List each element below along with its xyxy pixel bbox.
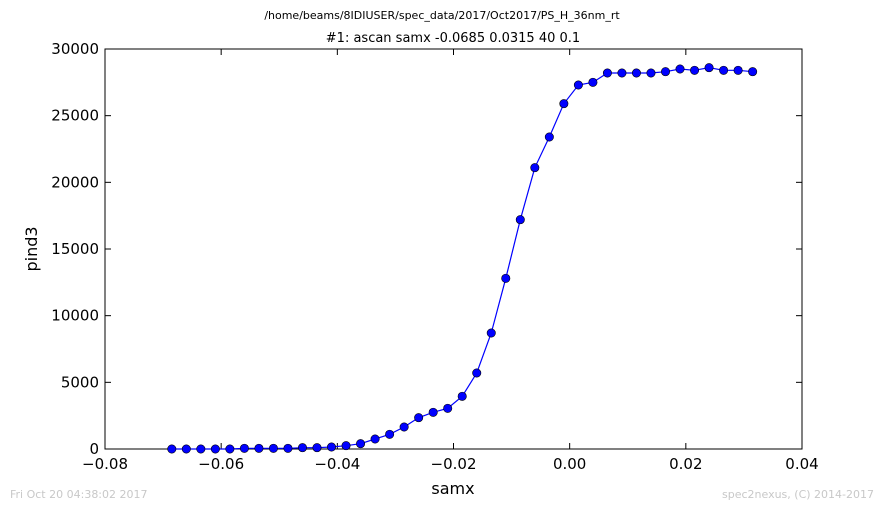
plot-frame [104,48,803,450]
data-point [210,444,220,454]
x-tick-label: 0.04 [785,455,818,473]
y-axis-label: pind3 [22,226,41,271]
data-point [559,99,569,109]
y-tick-label: 30000 [51,40,99,58]
data-point [501,273,511,283]
data-point [196,444,206,454]
x-tick-label: 0.02 [669,455,702,473]
x-axis-label: samx [431,479,474,498]
data-point [690,65,700,75]
data-point [254,443,264,453]
data-point [617,68,627,78]
x-tick-label: 0.00 [553,455,586,473]
data-point [646,68,656,78]
data-point [704,63,714,73]
data-point [225,444,235,454]
data-point [602,68,612,78]
data-point [748,67,758,77]
y-tick-label: 15000 [51,240,99,258]
data-point [544,132,554,142]
y-tick-label: 20000 [51,173,99,191]
data-point [239,443,249,453]
data-point [631,68,641,78]
data-point [733,65,743,75]
data-point [719,65,729,75]
chart-title: #1: ascan samx -0.0685 0.0315 40 0.1 [326,31,580,46]
data-point [530,163,540,173]
data-point [283,443,293,453]
data-point [370,434,380,444]
data-point [312,443,322,453]
data-point [399,422,409,432]
data-point [661,67,671,77]
data-point [181,444,191,454]
data-point [385,429,395,439]
data-point [356,439,366,449]
data-point [486,328,496,338]
footer-credit: spec2nexus, (C) 2014-2017 [722,488,874,501]
data-point [472,368,482,378]
x-tick-label: −0.02 [431,455,477,473]
series-line [171,67,753,450]
footer-timestamp: Fri Oct 20 04:38:02 2017 [10,488,148,501]
data-point [341,441,351,451]
x-tick-label: −0.04 [314,455,360,473]
data-point [268,443,278,453]
data-point [573,80,583,90]
file-path-header: /home/beams/8IDIUSER/spec_data/2017/Oct2… [264,9,620,22]
data-point [588,77,598,87]
data-point [297,443,307,453]
y-tick-label: 10000 [51,307,99,325]
data-point [428,407,438,417]
series-layer [167,63,758,454]
data-point [515,215,525,225]
data-point [443,403,453,413]
y-tick-label: 5000 [61,373,99,391]
data-point [675,64,685,74]
x-axis-ticks: −0.08 −0.06 −0.04 −0.02 0.00 0.02 0.04 [82,49,819,473]
data-point [414,413,424,423]
y-axis-ticks: 0 5000 10000 15000 20000 25000 30000 [51,40,802,458]
y-tick-label: 25000 [51,107,99,125]
data-point [167,444,177,454]
x-tick-label: −0.08 [82,455,128,473]
x-tick-label: −0.06 [198,455,244,473]
data-point [327,442,337,452]
y-tick-label: 0 [89,440,99,458]
data-point [457,391,467,401]
